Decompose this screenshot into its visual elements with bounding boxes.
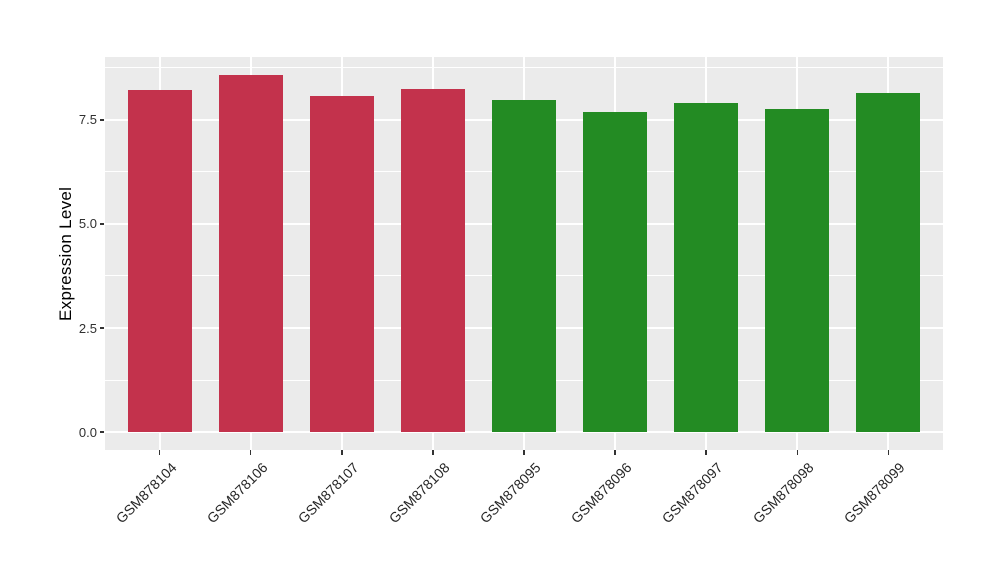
bar-GSM878098 [765, 108, 830, 433]
x-tick-label: GSM878097 [658, 459, 726, 527]
x-tick-mark [249, 450, 252, 455]
x-tick-mark [432, 450, 434, 455]
x-tick-label: GSM878106 [203, 459, 271, 527]
y-tick-label: 5.0 [78, 216, 97, 232]
y-tick-mark [99, 223, 104, 225]
bar-GSM878095 [492, 100, 556, 433]
x-tick-mark [523, 450, 525, 455]
bar-GSM878096 [583, 112, 648, 433]
x-tick-label: GSM878095 [476, 459, 544, 527]
x-tick-label: GSM878096 [567, 459, 635, 527]
y-tick-mark [99, 431, 104, 433]
bar-GSM878097 [674, 102, 739, 433]
plot-panel [105, 57, 943, 450]
bar-GSM878106 [218, 74, 283, 433]
x-tick-mark [341, 450, 343, 455]
y-tick-label: 7.5 [78, 112, 97, 128]
x-tick-mark [796, 450, 798, 455]
y-tick-label: 0.0 [78, 424, 97, 440]
bar-GSM878108 [400, 89, 465, 433]
y-tick-mark [99, 327, 104, 329]
y-tick-mark [99, 119, 104, 121]
x-tick-label: GSM878108 [385, 459, 453, 527]
x-tick-mark [705, 450, 707, 455]
x-tick-mark [614, 450, 616, 455]
y-tick-label: 2.5 [78, 320, 97, 336]
x-tick-mark [887, 450, 890, 455]
x-tick-label: GSM878099 [841, 459, 908, 527]
bar-GSM878107 [309, 96, 374, 433]
bar-GSM878104 [127, 89, 192, 433]
x-tick-mark [158, 450, 161, 455]
bar-GSM878099 [856, 92, 921, 433]
x-tick-label: GSM878098 [749, 459, 817, 527]
x-tick-label: GSM878104 [112, 459, 180, 527]
x-tick-label: GSM878107 [294, 459, 362, 527]
